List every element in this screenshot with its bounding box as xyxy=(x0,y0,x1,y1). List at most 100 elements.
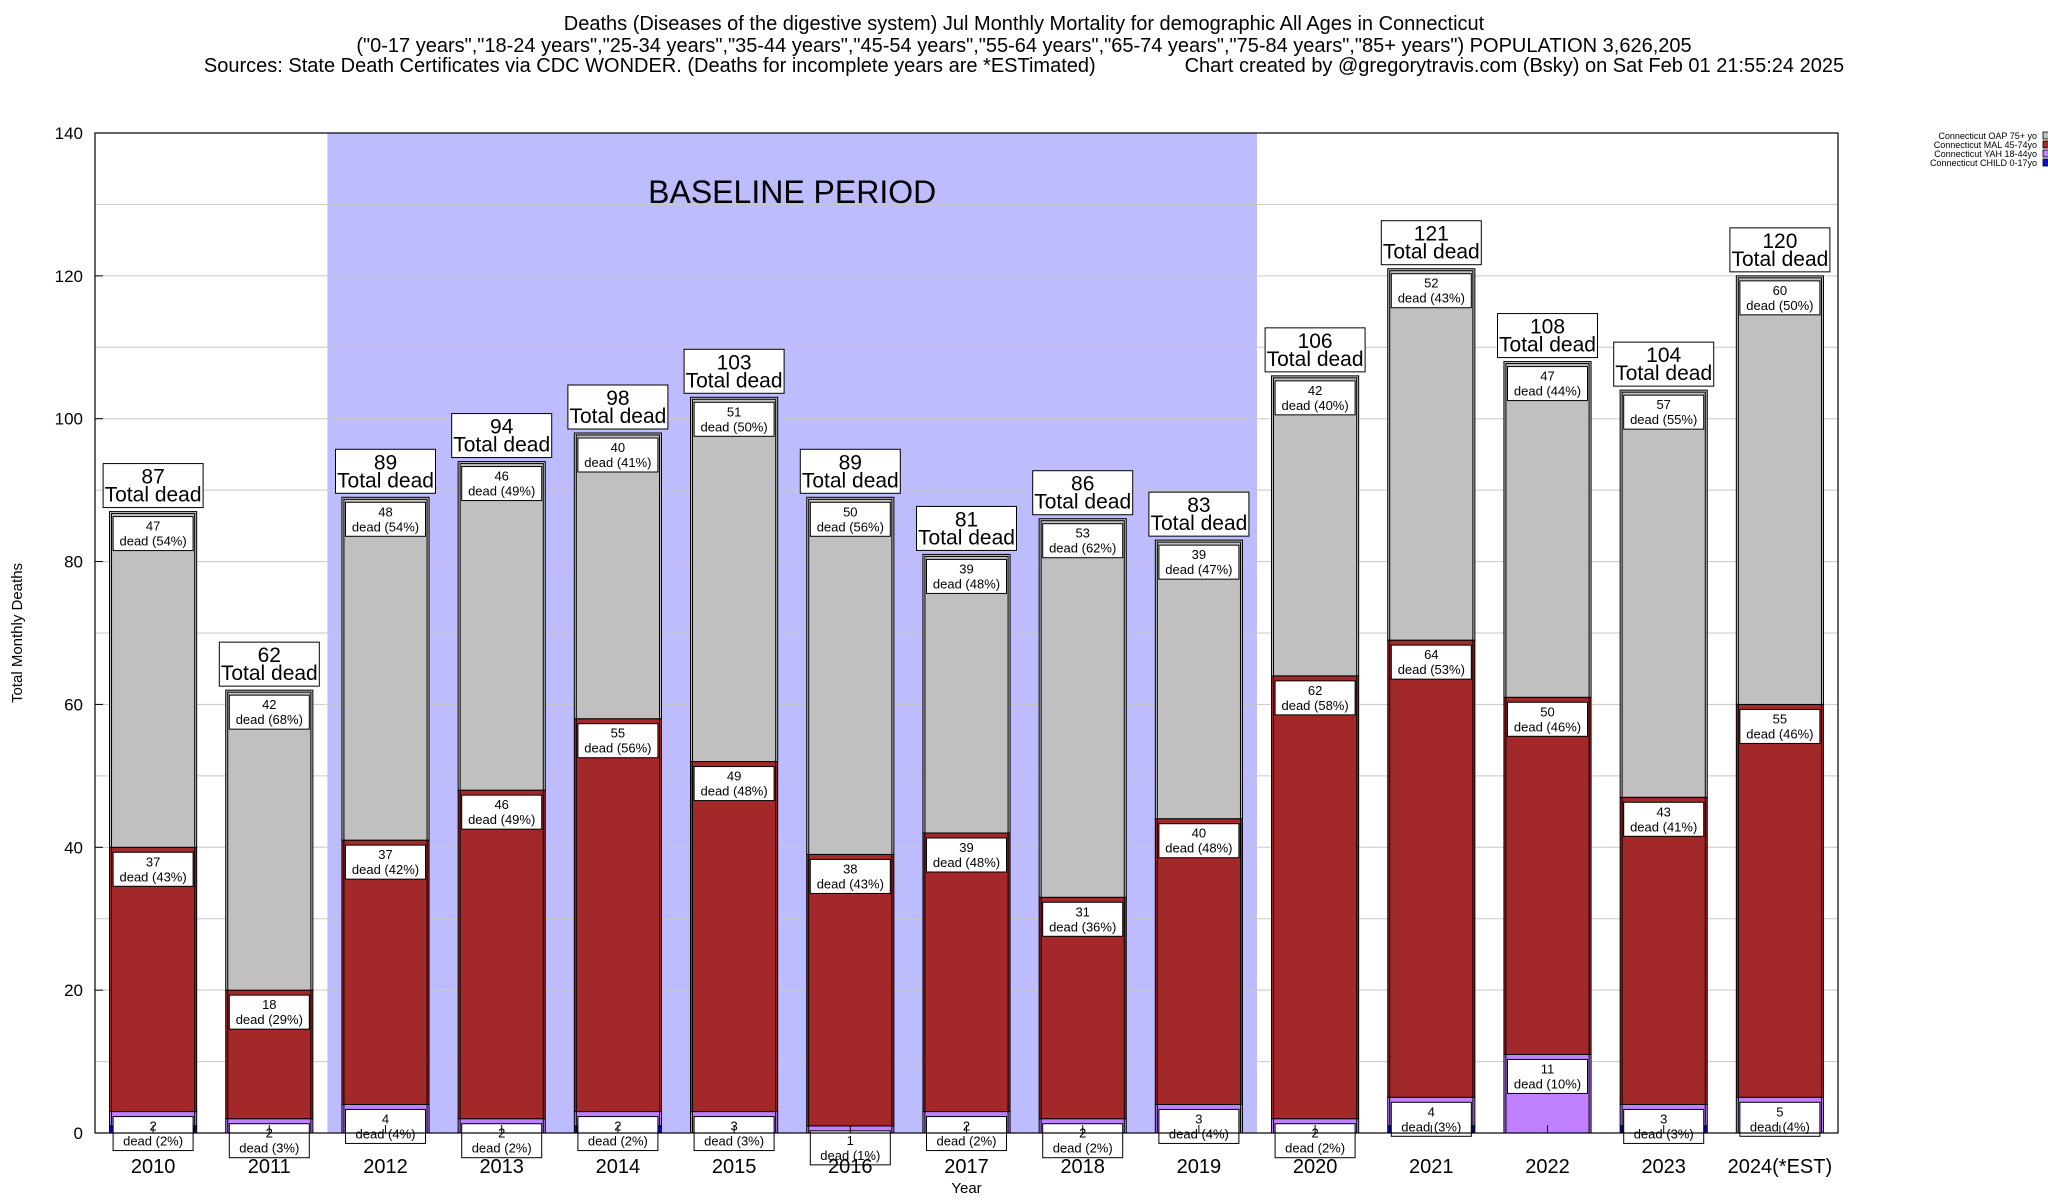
total-label-text: Total dead xyxy=(1034,491,1131,514)
segment-label-count: 11 xyxy=(1541,1061,1555,1076)
bar-segment xyxy=(1619,796,1708,1105)
segment-label-count: 37 xyxy=(378,847,392,862)
total-label-count: 83 xyxy=(1187,494,1210,517)
segment-label-pct: dead (56%) xyxy=(584,741,651,756)
legend-swatch xyxy=(2042,158,2048,167)
segment-label-pct: dead (42%) xyxy=(352,862,419,877)
bar-segment xyxy=(922,553,1011,834)
segment-label-pct: dead (49%) xyxy=(468,812,535,827)
segment-label-count: 49 xyxy=(727,769,741,784)
total-label-text: Total dead xyxy=(1731,248,1828,271)
segment-label-pct: dead (48%) xyxy=(933,576,1000,591)
segment-label-box xyxy=(809,858,891,894)
segment-label-box xyxy=(1158,544,1240,580)
bar-segment xyxy=(806,496,895,855)
segment-label-pct: dead (56%) xyxy=(817,519,884,534)
chart-title-line-1: Deaths (Diseases of the digestive system… xyxy=(563,13,1485,35)
segment-label-count: 37 xyxy=(146,854,160,869)
segment-label-count: 40 xyxy=(611,440,625,455)
segment-label-box xyxy=(345,501,426,537)
segment-label-box xyxy=(228,994,310,1030)
total-label-box xyxy=(1729,227,1831,273)
bar-segment xyxy=(1503,696,1592,1055)
segment-label-pct: dead (48%) xyxy=(933,855,1000,870)
segment-label-pct: dead (1%) xyxy=(820,1148,880,1163)
y-tick-label: 20 xyxy=(64,981,83,1000)
chart-title-line-3: Sources: State Death Certificates via CD… xyxy=(203,55,1845,77)
y-tick-label: 80 xyxy=(64,553,83,572)
total-label-count: 86 xyxy=(1071,473,1094,496)
bar-segment xyxy=(1271,375,1360,677)
y-tick-label: 120 xyxy=(55,267,83,286)
y-axis-label: Total Monthly Deaths xyxy=(9,563,26,703)
bar-segment xyxy=(690,396,779,763)
total-label-box xyxy=(451,413,553,459)
segment-label-box xyxy=(1507,366,1588,402)
total-label-box xyxy=(1148,491,1250,537)
segment-label-box xyxy=(693,401,775,437)
bar-segment xyxy=(341,496,430,841)
total-label-box xyxy=(1613,341,1715,387)
segment-label-count: 47 xyxy=(1540,369,1554,384)
total-label-count: 89 xyxy=(374,451,397,474)
segment-label-box xyxy=(461,794,543,830)
legend-label: Connecticut YAH 18-44yo xyxy=(1934,149,2037,159)
y-tick-label: 0 xyxy=(74,1124,83,1143)
x-tick-label: 2020 xyxy=(1293,1156,1338,1178)
segment-label-box xyxy=(1042,523,1124,559)
bar-segment xyxy=(573,432,662,720)
segment-label-count: 50 xyxy=(843,504,857,519)
segment-label-box xyxy=(1274,680,1356,716)
segment-label-box xyxy=(1507,1058,1588,1094)
segment-label-box xyxy=(1739,708,1821,744)
legend-label: Connecticut OAP 75+ yo xyxy=(1938,131,2037,141)
x-tick-label: 2022 xyxy=(1525,1156,1570,1178)
bar-segment xyxy=(1735,275,1824,705)
segment-label-pct: dead (3%) xyxy=(704,1134,764,1149)
total-label-count: 89 xyxy=(839,451,862,474)
segment-label-count: 38 xyxy=(843,861,857,876)
segment-label-count: 55 xyxy=(611,726,625,741)
segment-label-pct: dead (43%) xyxy=(119,869,186,884)
total-label-box xyxy=(102,463,204,509)
bar-segment xyxy=(109,511,198,848)
total-label-box xyxy=(799,448,901,494)
total-label-text: Total dead xyxy=(918,526,1015,549)
bar-segment xyxy=(457,789,546,1120)
segment-label-box xyxy=(577,437,659,473)
total-label-box xyxy=(1497,313,1598,359)
segment-label-count: 3 xyxy=(1660,1111,1667,1126)
total-label-box xyxy=(916,505,1017,551)
segment-label-count: 60 xyxy=(1773,283,1787,298)
bar-segment xyxy=(922,832,1011,1113)
segment-label-pct: dead (10%) xyxy=(1514,1076,1581,1091)
segment-label-box xyxy=(809,501,891,537)
x-tick-label: 2011 xyxy=(248,1156,291,1178)
x-tick-label: 2016 xyxy=(828,1156,873,1178)
y-tick-label: 100 xyxy=(55,410,83,429)
segment-label-count: 47 xyxy=(146,519,160,534)
x-tick-label: 2015 xyxy=(712,1156,757,1178)
segment-label-box xyxy=(1390,644,1472,680)
total-label-box xyxy=(335,448,436,494)
segment-label-pct: dead (62%) xyxy=(1049,541,1116,556)
x-tick-label: 2019 xyxy=(1177,1156,1222,1178)
bar-segment xyxy=(573,718,662,1113)
x-tick-label: 2018 xyxy=(1060,1156,1105,1178)
total-label-box xyxy=(1380,220,1482,266)
segment-label-pct: dead (48%) xyxy=(1165,841,1232,856)
total-label-text: Total dead xyxy=(105,484,202,507)
total-label-count: 120 xyxy=(1762,230,1797,253)
segment-label-count: 42 xyxy=(262,697,276,712)
segment-label-count: 64 xyxy=(1424,647,1438,662)
segment-label-box xyxy=(577,723,659,759)
segment-label-pct: dead (46%) xyxy=(1746,726,1813,741)
segment-label-pct: dead (43%) xyxy=(1398,291,1465,306)
segment-label-pct: dead (2%) xyxy=(937,1134,997,1149)
segment-label-box xyxy=(809,1130,891,1166)
segment-label-pct: dead (40%) xyxy=(1281,398,1348,413)
total-label-text: Total dead xyxy=(1267,348,1364,371)
segment-label-box xyxy=(112,516,194,552)
segment-label-pct: dead (4%) xyxy=(1169,1126,1229,1141)
segment-label-pct: dead (2%) xyxy=(472,1141,532,1156)
